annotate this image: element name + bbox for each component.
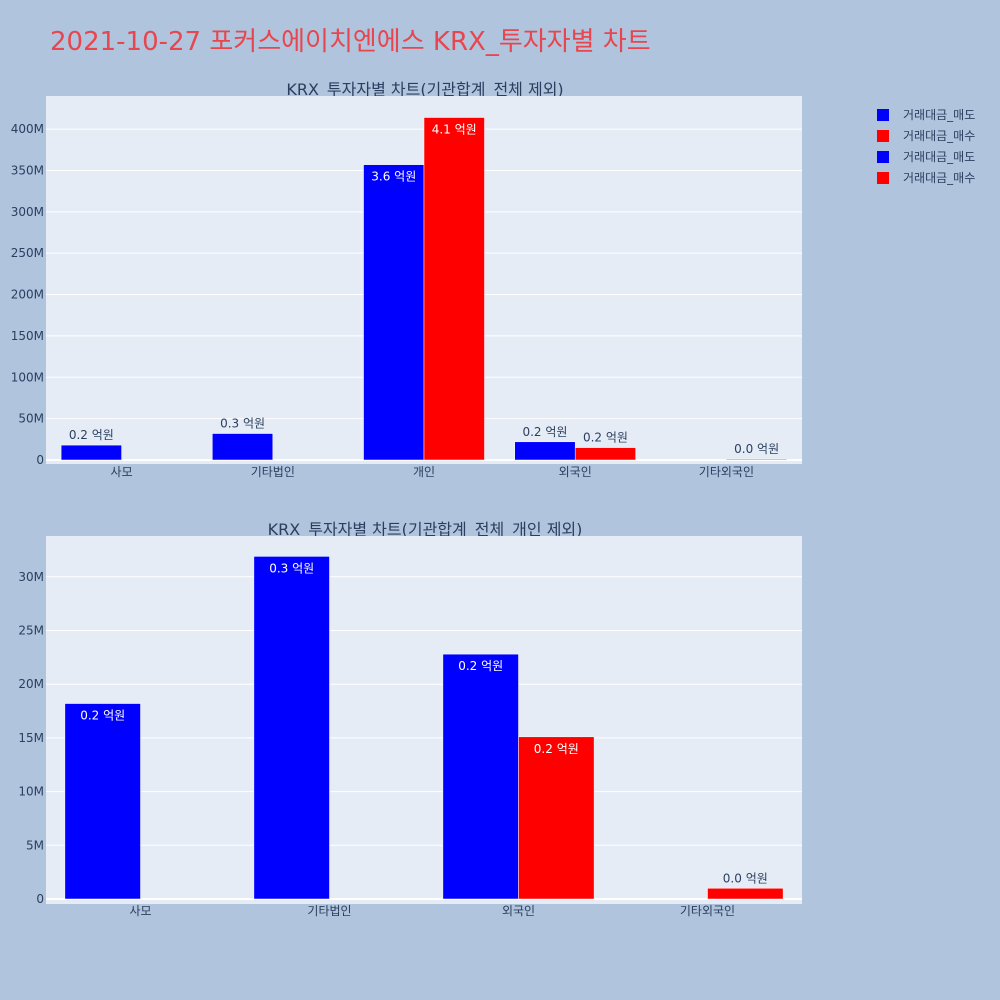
chart-2-y-tick-label: 15M [18, 731, 44, 745]
chart-2-bar-sell [442, 653, 519, 900]
chart-1-y-tick-label: 0 [36, 453, 44, 467]
chart-1-data-label: 0.0 억원 [734, 442, 779, 456]
chart-2-data-label: 0.0 억원 [723, 871, 768, 885]
legend-item-label[interactable]: 거래대금_매수 [903, 129, 975, 143]
chart-2-y-tick-label: 0 [36, 892, 44, 906]
chart-2-data-label: 0.2 억원 [458, 659, 503, 673]
chart-1-title: KRX_투자자별 차트(기관합계_전체 제외) [286, 80, 563, 100]
chart-1-y-tick-label: 350M [11, 163, 44, 177]
chart-1-y-tick-label: 400M [11, 122, 44, 136]
chart-1-bar-buy [423, 117, 485, 461]
chart-1-data-label: 3.6 억원 [371, 170, 416, 184]
chart-1-x-tick-label: 외국인 [559, 465, 592, 479]
chart-2-bar-sell [64, 703, 141, 900]
chart-1-bar-sell [514, 441, 576, 461]
chart-1-data-label: 0.3 억원 [220, 417, 265, 431]
chart-1-y-tick-label: 50M [18, 412, 44, 426]
chart-1-data-label: 0.2 억원 [583, 431, 628, 445]
chart-1-bar-buy [726, 458, 788, 461]
chart-1-bar-buy [574, 447, 636, 461]
chart-2-y-tick-label: 25M [18, 624, 44, 638]
chart-2-bar-buy [707, 888, 784, 900]
chart-1-data-label: 4.1 억원 [432, 123, 477, 137]
chart-1-bar-sell [363, 164, 425, 461]
chart-2-title: KRX_투자자별 차트(기관합계_전체_개인 제외) [268, 520, 583, 540]
chart-2-bar-buy [518, 736, 595, 900]
chart-2-x-tick-label: 기타외국인 [680, 904, 735, 918]
chart-1-y-tick-label: 200M [11, 288, 44, 302]
chart-2: KRX_투자자별 차트(기관합계_전체_개인 제외) 0 5M 10M 15M 20M 2… [18, 520, 802, 918]
chart-1-data-label: 0.2 억원 [522, 425, 567, 439]
chart-1-y-tick-label: 300M [11, 205, 44, 219]
legend-item-label[interactable]: 거래대금_매수 [903, 171, 975, 185]
chart-2-y-tick-label: 20M [18, 677, 44, 691]
chart-1-y-tick-label: 250M [11, 246, 44, 260]
chart-1-x-tick-label: 개인 [413, 465, 435, 479]
legend-swatch[interactable] [877, 172, 889, 184]
legend-item-label[interactable]: 거래대금_매도 [903, 108, 975, 122]
legend-item-label[interactable]: 거래대금_매도 [903, 150, 975, 164]
chart-2-y-tick-label: 10M [18, 785, 44, 799]
legend-swatch[interactable] [877, 109, 889, 121]
chart-2-x-tick-label: 외국인 [502, 904, 535, 918]
chart-2-data-label: 0.3 억원 [269, 561, 314, 575]
chart-1: KRX_투자자별 차트(기관합계_전체 제외) 0 50M 100M 150M 200M… [11, 80, 802, 479]
chart-2-data-label: 0.2 억원 [80, 709, 125, 723]
chart-2-x-tick-label: 사모 [129, 904, 151, 918]
legend-swatch[interactable] [877, 151, 889, 163]
chart-2-plot-area [46, 536, 802, 904]
chart-2-y-tick-label: 5M [26, 838, 44, 852]
chart-2-data-label: 0.2 억원 [534, 742, 579, 756]
chart-1-bar-sell [212, 433, 274, 461]
chart-2-bar-sell [253, 556, 330, 900]
chart-1-bar-sell [60, 444, 122, 461]
chart-1-x-tick-label: 사모 [111, 465, 133, 479]
page-title: 2021-10-27 포커스에이치엔에스 KRX_투자자별 차트 [50, 27, 651, 57]
chart-1-x-tick-label: 기타외국인 [699, 465, 754, 479]
chart-1-y-tick-label: 100M [11, 370, 44, 384]
chart-1-y-tick-label: 150M [11, 329, 44, 343]
chart-2-y-tick-label: 30M [18, 570, 44, 584]
chart-1-x-tick-label: 기타법인 [251, 465, 295, 479]
chart-1-data-label: 0.2 억원 [69, 428, 114, 442]
chart-2-x-tick-label: 기타법인 [307, 904, 351, 918]
legend-swatch[interactable] [877, 130, 889, 142]
